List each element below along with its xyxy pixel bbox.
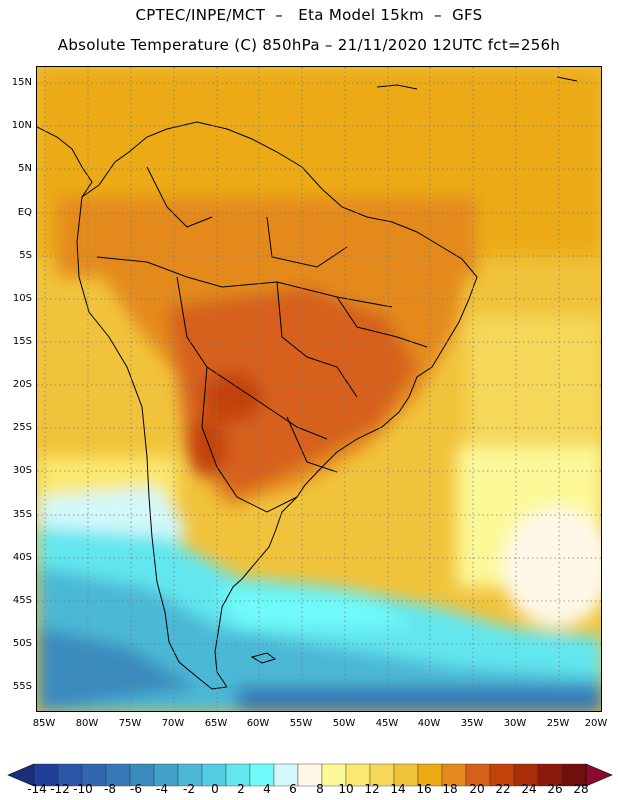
colorbar-label-m14: -14 bbox=[27, 782, 47, 796]
colorbar-label-18: 18 bbox=[442, 782, 458, 796]
colorbar-label-2: 2 bbox=[237, 782, 245, 796]
lon-label-80w: 80W bbox=[75, 718, 99, 729]
colorbar-label-m12: -12 bbox=[50, 782, 70, 796]
colorbar-label-4: 4 bbox=[263, 782, 271, 796]
lon-label-70w: 70W bbox=[161, 718, 185, 729]
field-hot-peak-2 bbox=[187, 417, 227, 477]
lat-label-35s: 35S bbox=[12, 509, 32, 520]
lat-label-40s: 40S bbox=[12, 552, 32, 563]
colorbar-swatches bbox=[33, 763, 587, 787]
lon-label-55w: 55W bbox=[289, 718, 313, 729]
colorbar-label-6: 6 bbox=[289, 782, 297, 796]
caribbean-islands-east bbox=[556, 76, 578, 82]
colorbar-label-m4: -4 bbox=[156, 782, 168, 796]
field-cold-3 bbox=[37, 627, 197, 711]
field-cold-4 bbox=[237, 687, 601, 711]
lon-label-30w: 30W bbox=[503, 718, 527, 729]
colorbar bbox=[7, 763, 613, 787]
map-svg bbox=[37, 67, 601, 711]
lat-label-5n: 5N bbox=[18, 163, 32, 174]
colorbar-label-10: 10 bbox=[338, 782, 354, 796]
colorbar-label-22: 22 bbox=[495, 782, 511, 796]
central-america bbox=[37, 126, 93, 198]
lat-label-eq: EQ bbox=[17, 207, 32, 218]
lat-label-5s: 5S bbox=[19, 250, 32, 261]
temperature-map bbox=[36, 66, 602, 712]
colorbar-label-28: 28 bbox=[573, 782, 589, 796]
lon-label-85w: 85W bbox=[32, 718, 56, 729]
lat-label-20s: 20S bbox=[12, 379, 32, 390]
lat-label-45s: 45S bbox=[12, 595, 32, 606]
border-6 bbox=[266, 216, 348, 268]
lon-label-65w: 65W bbox=[204, 718, 228, 729]
title-line-1: CPTEC/INPE/MCT – Eta Model 15km – GFS bbox=[135, 6, 483, 24]
lon-label-45w: 45W bbox=[375, 718, 399, 729]
field-cyan-band bbox=[217, 587, 417, 627]
border-2 bbox=[176, 276, 328, 440]
lon-label-40w: 40W bbox=[417, 718, 441, 729]
lat-label-10s: 10S bbox=[12, 293, 32, 304]
lat-label-15n: 15N bbox=[11, 77, 32, 88]
colorbar-label-m8: -8 bbox=[104, 782, 116, 796]
lon-label-60w: 60W bbox=[246, 718, 270, 729]
colorbar-label-14: 14 bbox=[390, 782, 406, 796]
border-8 bbox=[286, 416, 338, 473]
lat-label-15s: 15S bbox=[12, 336, 32, 347]
colorbar-label-16: 16 bbox=[416, 782, 432, 796]
border-3 bbox=[201, 366, 298, 513]
border-4 bbox=[276, 281, 358, 398]
lon-label-75w: 75W bbox=[118, 718, 142, 729]
coastlines bbox=[37, 76, 578, 690]
colorbar-label-m2: -2 bbox=[183, 782, 195, 796]
title-line-2: Absolute Temperature (C) 850hPa – 21/11/… bbox=[57, 36, 561, 54]
colorbar-label-12: 12 bbox=[364, 782, 380, 796]
colorbar-label-0: 0 bbox=[211, 782, 219, 796]
lon-label-25w: 25W bbox=[546, 718, 570, 729]
colorbar-over-arrow bbox=[585, 763, 613, 787]
lat-label-30s: 30S bbox=[12, 465, 32, 476]
lon-label-20w: 20W bbox=[584, 718, 608, 729]
field-se-pale bbox=[502, 507, 601, 627]
lon-label-50w: 50W bbox=[332, 718, 356, 729]
lat-label-25s: 25S bbox=[12, 422, 32, 433]
field-cold-2 bbox=[37, 567, 601, 711]
lat-label-10n: 10N bbox=[11, 120, 32, 131]
border-7 bbox=[146, 166, 213, 228]
colorbar-label-8: 8 bbox=[316, 782, 324, 796]
field-hot-core bbox=[167, 287, 417, 497]
lon-label-35w: 35W bbox=[460, 718, 484, 729]
colorbar-label-24: 24 bbox=[521, 782, 537, 796]
caribbean-islands bbox=[376, 84, 418, 90]
colorbar-label-26: 26 bbox=[547, 782, 563, 796]
field-hot-peak bbox=[202, 372, 262, 422]
colorbar-label-m10: -10 bbox=[73, 782, 93, 796]
lat-label-50s: 50S bbox=[12, 638, 32, 649]
lat-label-55s: 55S bbox=[12, 681, 32, 692]
colorbar-label-m6: -6 bbox=[130, 782, 142, 796]
colorbar-label-20: 20 bbox=[469, 782, 485, 796]
